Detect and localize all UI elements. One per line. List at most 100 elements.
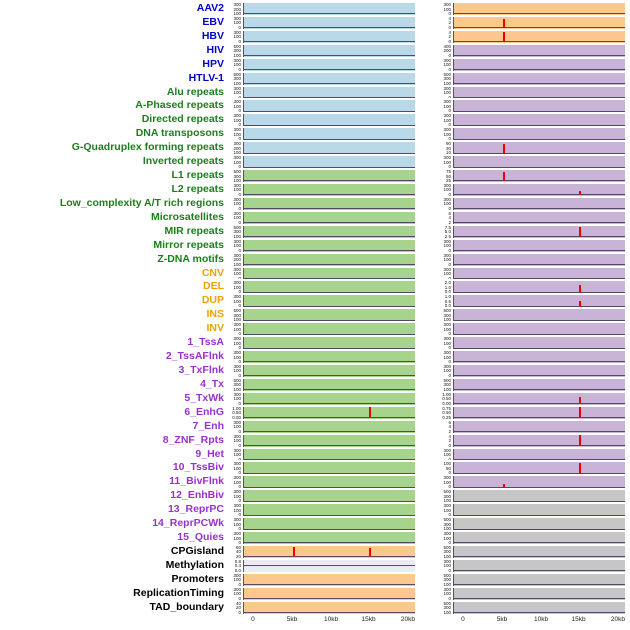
signal-trace [454,180,625,182]
panel-group: 300 100 0 [228,267,415,281]
panel-group: 300 100 0 [228,294,415,308]
y-tick-label: 100 [443,243,451,249]
track-label: ReplicationTiming [133,586,224,599]
y-tick-label: 100 [443,131,451,137]
y-tick-label: 0 [238,540,241,544]
y-tick-label: 100 [233,62,241,68]
track-panel-left [243,295,415,308]
y-axis-ticks: 300 100 0 [228,212,243,224]
track-label: 11_BivFlnk [169,475,224,488]
y-tick-label: 1.0 [444,284,451,290]
panel-group: 500 300 100 [438,573,625,587]
track-panel-left [243,253,415,266]
track-panel-left [243,100,415,113]
panel-group: 300 100 0 [228,211,415,225]
track-panel-right [453,170,625,182]
panel-group: 500 300 100 [438,72,625,86]
track-panel-right [453,420,625,433]
track-label: HBV [201,29,224,42]
track-row: INV 300 100 0 300 100 0 [0,322,630,336]
y-tick-label: 0 [238,595,241,600]
y-tick-label: 300 [233,392,241,397]
panel-group: 500 300 100 [228,72,415,86]
x-tick-label: 15kb [361,616,376,623]
y-axis-ticks: 300 100 0 [438,351,453,363]
panel-group: 300 100 0 [438,197,625,211]
signal-spike [578,397,581,405]
panel-group: 500 300 100 [438,489,625,503]
y-axis-ticks: 300 100 0 [438,323,453,335]
y-tick-label: 300 [443,493,451,499]
track-panel-right [453,72,625,85]
y-tick-label: 100 [233,452,241,457]
track-panel-left [243,462,415,475]
track-row: Microsatellites30010006420 [0,211,630,225]
track-row: DEL 300 100 0 2.0 1.0 0.0 [0,280,630,294]
track-label: 10_TssBiv [172,461,224,474]
signal-trace [454,472,625,474]
signal-trace [244,598,415,600]
y-tick-label: 300 [233,156,241,161]
panel-group: 300 100 0 [438,531,625,545]
panel-group: 300 100 0 [228,573,415,587]
track-panel-right [453,601,625,614]
y-tick-label: 300 [233,490,241,495]
y-tick-label: 100 [443,479,451,485]
y-axis-ticks: 300 100 0 [228,518,243,530]
panel-group: 300 100 0 [228,531,415,545]
track-label: DUP [201,294,224,307]
y-tick-label: 7.5 [444,225,451,230]
signal-trace [244,445,415,446]
track-panel-right [453,532,625,544]
y-tick-label: 0 [238,122,241,127]
y-tick-label: 300 [443,197,451,202]
y-tick-label: 4 [448,215,451,221]
track-row: ReplicationTiming 300 100 0 300 100 0 [0,587,630,601]
x-tick-label: 20kb [400,616,415,623]
track-row: 6_EnhG 1.00 0.50 0.00 0.75 0.50 0.25 [0,406,630,420]
signal-trace [454,319,625,321]
track-label: TAD_boundary [149,600,224,613]
y-tick-label: 100 [443,563,451,569]
y-tick-label: 300 [233,351,241,356]
y-tick-label: 4 [448,30,451,35]
panel-group: 300 100 0 [438,503,625,517]
y-tick-label: 0 [238,108,241,113]
y-axis-ticks: 2.0 1.0 0.0 [438,281,453,293]
y-tick-label: 100 [443,62,451,68]
track-label: 14_ReprPCWk [152,517,224,530]
y-tick-label: 300 [233,16,241,21]
signal-spike [578,407,581,419]
y-axis-ticks: 300 100 0 [438,268,453,280]
y-axis-ticks: 90 30 10 [438,142,453,154]
y-axis-ticks: 300 100 0 [438,128,453,140]
panel-group: 300 100 0 [438,253,625,267]
y-tick-label: 0 [238,345,241,350]
y-tick-label: 0 [238,456,241,461]
track-panel-right [453,58,625,71]
y-tick-label: 4 [448,424,451,430]
y-axis-ticks: 500 300 100 [438,546,453,558]
y-tick-label: 300 [443,3,451,7]
y-tick-label: 300 [443,114,451,119]
signal-trace [454,570,625,572]
y-tick-label: 100 [443,452,451,457]
y-tick-label: 100 [233,90,241,96]
y-tick-label: 300 [233,532,241,537]
y-axis-ticks: 300 100 0 [438,100,453,112]
y-axis-ticks: 40 20 0 [228,602,243,614]
y-tick-label: 100 [233,493,241,499]
y-axis-ticks: 6420 [438,421,453,433]
y-tick-label: 300 [443,587,451,592]
y-tick-label: 0 [238,66,241,71]
track-row: A-Phased repeats 300 100 0 300 100 0 [0,99,630,113]
panel-group: 500 300 100 [228,169,415,183]
y-tick-label: 0 [238,331,241,336]
y-axis-ticks: 300 100 0 [228,100,243,112]
signal-trace [244,180,415,182]
track-panel-right [453,281,625,294]
panel-group: 500 300 100 [438,378,625,392]
y-axis-ticks: 300 100 0 [228,268,243,280]
y-tick-label: 400 [443,44,451,49]
signal-trace [244,565,415,567]
